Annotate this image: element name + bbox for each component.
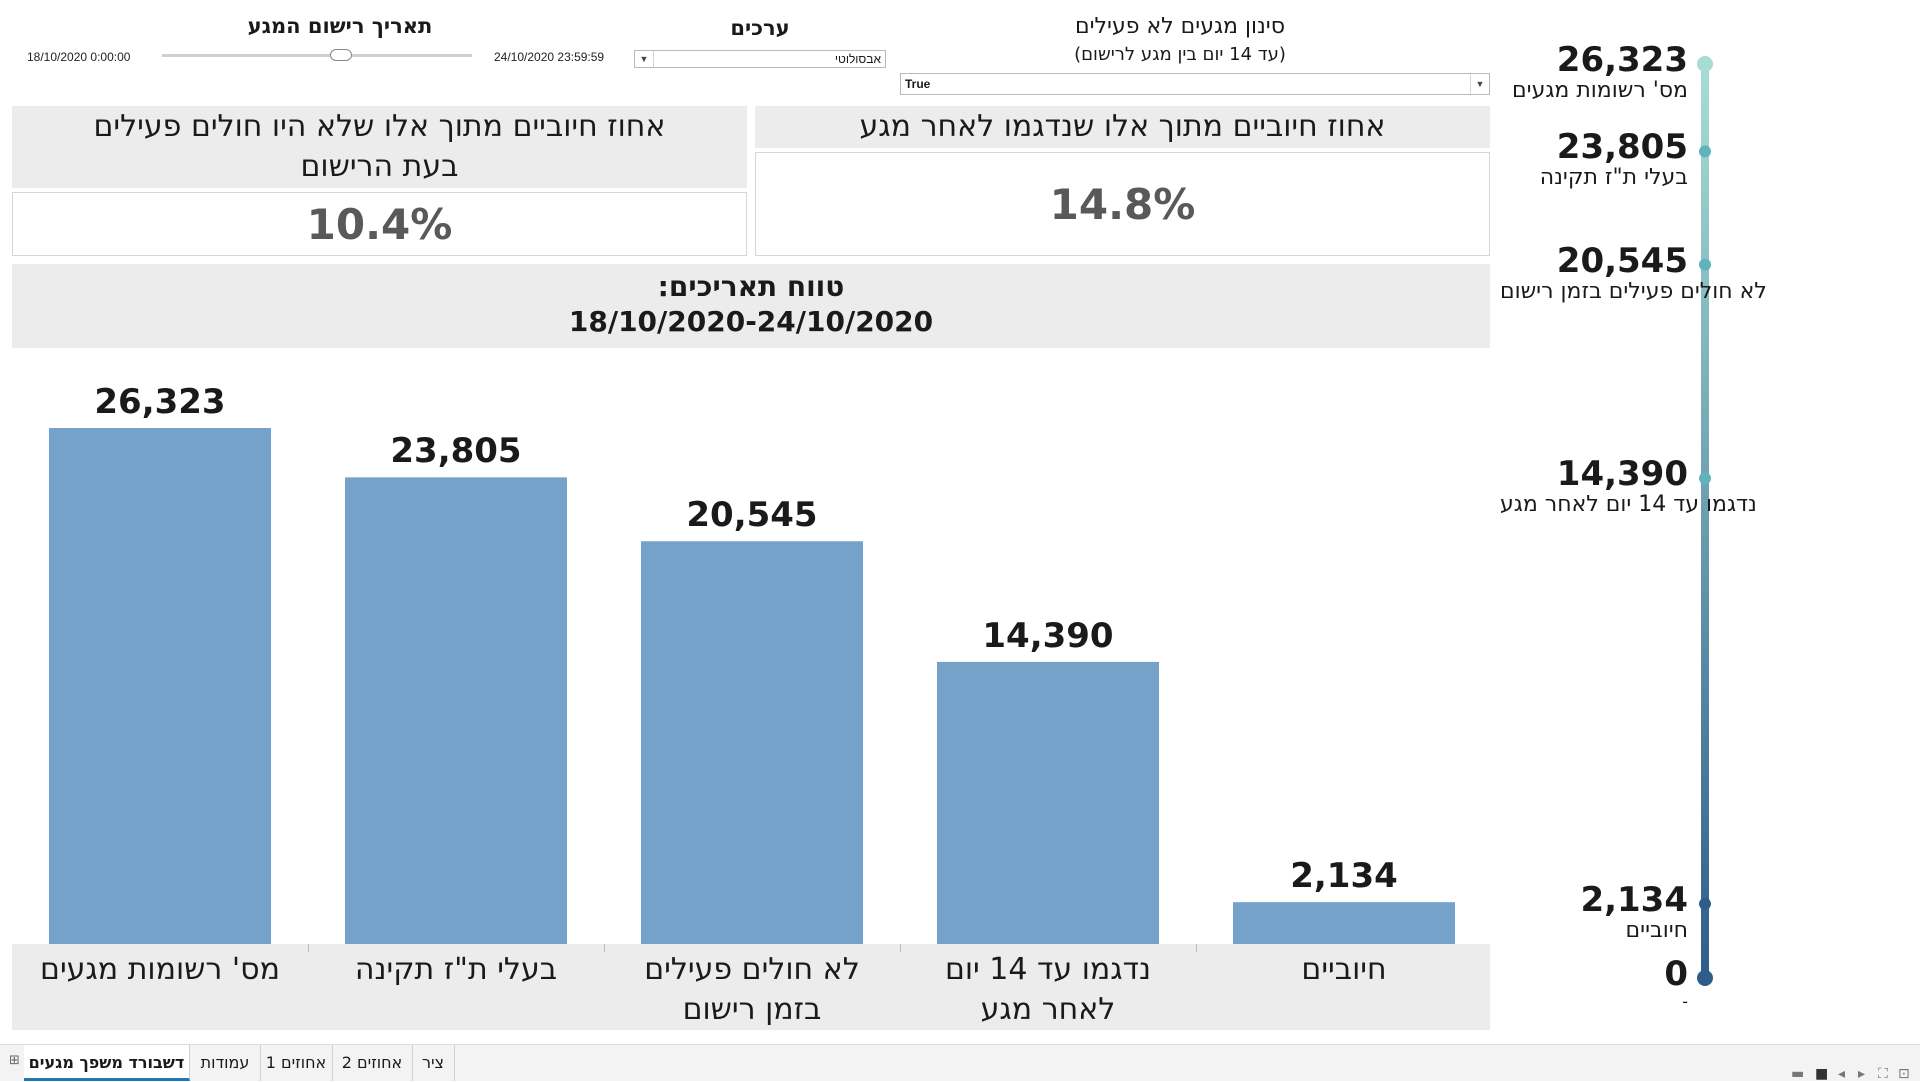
date-range-box: טווח תאריכים: 18/10/2020-24/10/2020 bbox=[12, 264, 1490, 348]
prev-sheet-icon[interactable]: ◂ bbox=[1838, 1066, 1846, 1082]
tab-percent-1[interactable]: אחוזים 1 bbox=[260, 1045, 333, 1081]
chevron-down-icon: ▼ bbox=[1470, 74, 1489, 94]
nonactive-dropdown-value: True bbox=[905, 77, 931, 91]
tab-percent-2[interactable]: אחוזים 2 bbox=[332, 1045, 413, 1081]
date-slider-handle[interactable] bbox=[330, 49, 352, 61]
funnel-label: בעלי ת"ז תקינה bbox=[1539, 165, 1688, 191]
date-range-slider[interactable] bbox=[162, 54, 472, 57]
funnel-point[interactable] bbox=[1697, 56, 1713, 72]
funnel-value: 23,805 bbox=[1556, 127, 1688, 168]
funnel-line bbox=[1697, 56, 1713, 986]
fullscreen-icon[interactable]: ⛶ bbox=[1878, 1066, 1888, 1082]
funnel-value: 20,545 bbox=[1556, 240, 1688, 281]
bar-chart bbox=[49, 428, 1455, 944]
funnel-point[interactable] bbox=[1699, 897, 1711, 910]
kpi-right-value: 14.8% bbox=[1049, 179, 1196, 229]
funnel-point[interactable] bbox=[1697, 970, 1713, 986]
present-icon[interactable]: ⊡ bbox=[1898, 1066, 1910, 1082]
nonactive-filter-subtitle: (עד 14 יום בין מגע לרישום) bbox=[1074, 44, 1286, 65]
funnel-label: - bbox=[1682, 992, 1688, 1011]
tab-columns[interactable]: עמודות bbox=[190, 1045, 261, 1081]
funnel-point[interactable] bbox=[1699, 472, 1711, 485]
funnel-value: 2,134 bbox=[1580, 879, 1688, 920]
view-toggle-icon[interactable]: ▬ bbox=[1791, 1066, 1805, 1082]
date-filter-title: תאריך רישום המגע bbox=[247, 14, 433, 38]
bar-1[interactable] bbox=[345, 477, 567, 944]
funnel-point[interactable] bbox=[1699, 145, 1711, 158]
funnel-value: 14,390 bbox=[1556, 454, 1688, 495]
values-dropdown-value: אבסולוטי bbox=[834, 52, 881, 66]
grid-icon: ⊞ bbox=[9, 1053, 20, 1068]
bar-0[interactable] bbox=[49, 428, 271, 944]
kpi-left-value: 10.4% bbox=[306, 199, 453, 249]
values-filter-title: ערכים bbox=[730, 16, 790, 40]
date-range-title: טווח תאריכים: bbox=[657, 270, 845, 303]
category-band bbox=[12, 944, 1490, 1030]
values-dropdown[interactable]: אבסולוטי ▼ bbox=[634, 50, 886, 68]
funnel-label: חיוביים bbox=[1625, 917, 1688, 943]
funnel-label: נדגמו עד 14 יום לאחר מגע bbox=[1500, 492, 1757, 518]
bar-3[interactable] bbox=[937, 661, 1159, 944]
kpi-left-card: 10.4% bbox=[12, 192, 747, 256]
bar-2[interactable] bbox=[641, 541, 863, 944]
sheet-tab-bar: ⊞ דשבורד משפך מגעים עמודות אחוזים 1 אחוז… bbox=[0, 1044, 1920, 1081]
funnel-label: לא חולים פעילים בזמן רישום bbox=[1500, 278, 1767, 304]
kpi-right-title: אחוז חיוביים מתוך אלו שנדגמו לאחר מגע bbox=[755, 106, 1490, 148]
next-sheet-icon[interactable]: ▸ bbox=[1858, 1066, 1866, 1082]
funnel-label: מס' רשומות מגעים bbox=[1512, 78, 1688, 103]
nonactive-filter-title: סינון מגעים לא פעילים bbox=[1075, 14, 1285, 39]
kpi-left-title: אחוז חיוביים מתוך אלו שלא היו חולים פעיל… bbox=[12, 106, 747, 188]
date-end-label: 24/10/2020 23:59:59 bbox=[494, 50, 605, 64]
sheet-view-icon[interactable]: ■ bbox=[1815, 1066, 1829, 1082]
funnel-value: 0 bbox=[1664, 954, 1688, 994]
chevron-down-icon: ▼ bbox=[635, 51, 654, 67]
bar-4[interactable] bbox=[1233, 902, 1455, 944]
funnel-point[interactable] bbox=[1699, 258, 1711, 271]
kpi-right-card: 14.8% bbox=[755, 152, 1490, 256]
tab-axis[interactable]: ציר bbox=[412, 1045, 455, 1081]
date-range-value: 18/10/2020-24/10/2020 bbox=[568, 305, 934, 338]
funnel-axis bbox=[1701, 64, 1709, 978]
funnel-value: 26,323 bbox=[1556, 40, 1688, 80]
nonactive-dropdown[interactable]: True ▼ bbox=[900, 73, 1490, 95]
tab-dashboard[interactable]: דשבורד משפך מגעים bbox=[24, 1045, 190, 1081]
date-start-label: 18/10/2020 0:00:00 bbox=[27, 50, 131, 64]
